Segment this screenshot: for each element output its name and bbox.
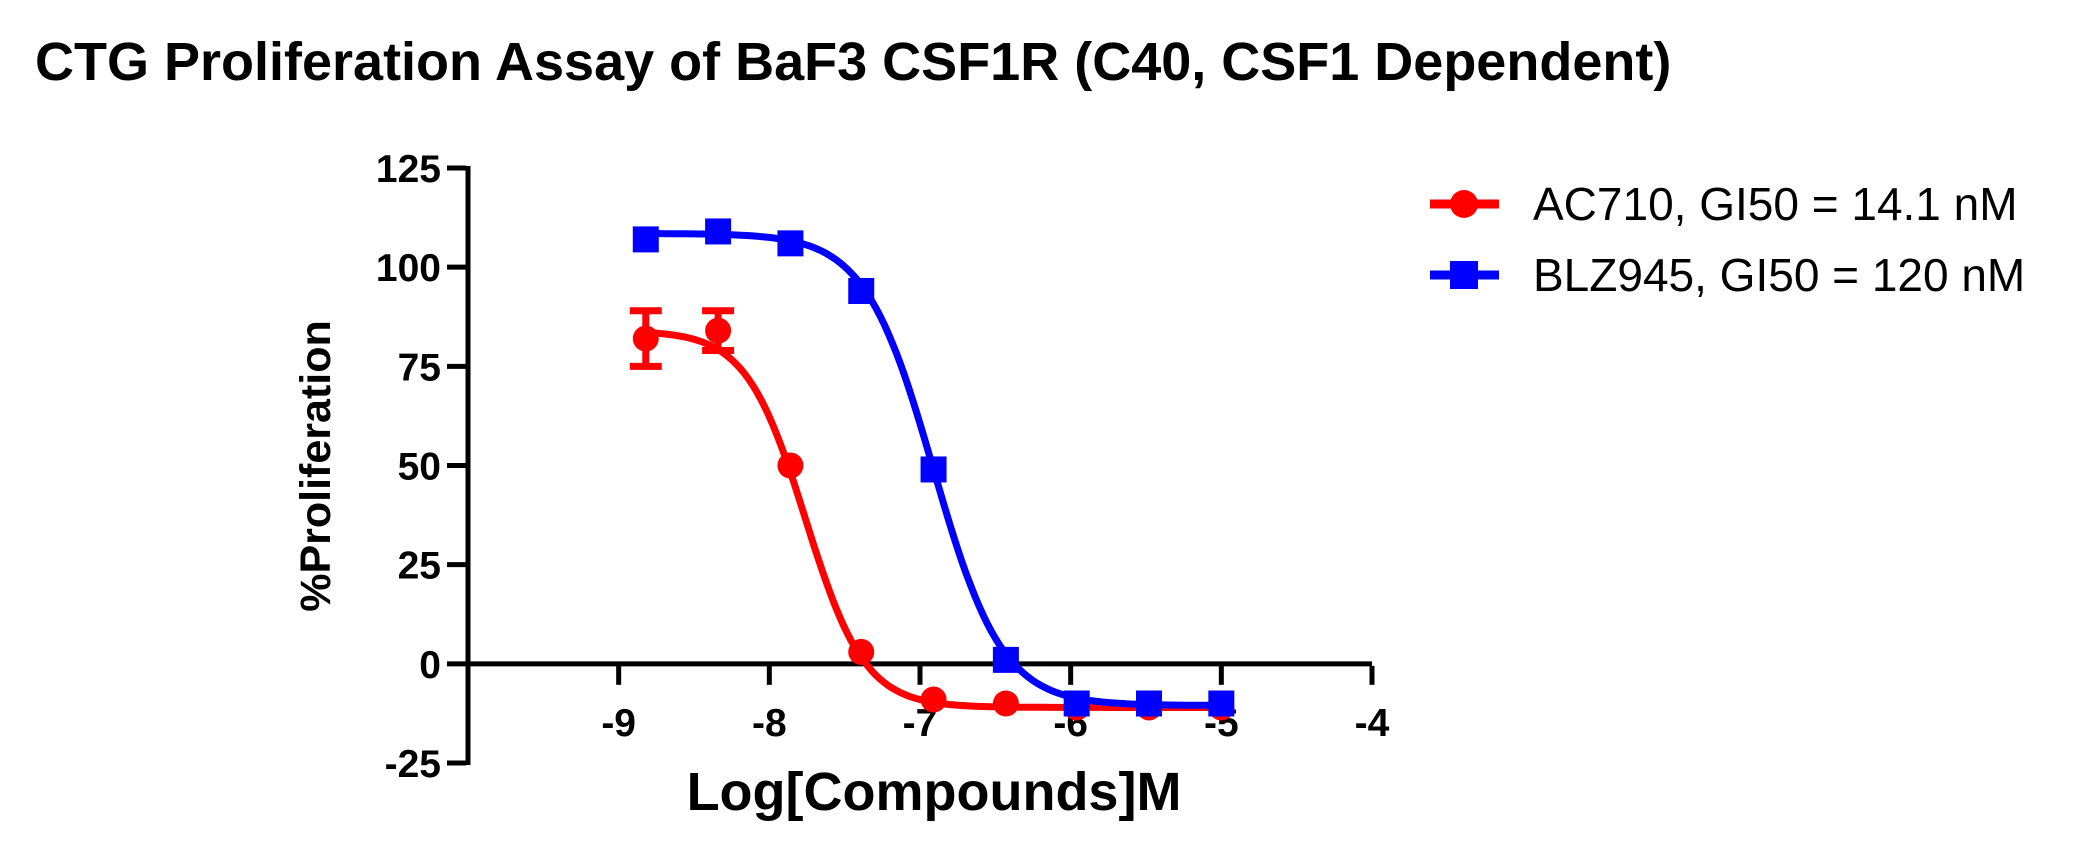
data-point-square [920, 456, 947, 483]
data-point-circle [632, 325, 659, 352]
data-series [629, 218, 1235, 721]
series-ac710 [629, 307, 1235, 721]
legend-item-ac710: AC710, GI50 = 14.1 nM [1430, 178, 2018, 230]
data-point-square [632, 226, 659, 253]
legend-label-ac710: AC710, GI50 = 14.1 nM [1533, 178, 2018, 230]
y-tick-label: -25 [385, 743, 441, 786]
x-tick-label: -9 [601, 702, 636, 745]
data-point-square [992, 646, 1019, 673]
y-tick-label: 0 [419, 644, 441, 687]
data-point-square [1208, 690, 1235, 717]
data-point-square [1136, 690, 1163, 717]
legend-square-marker-icon [1450, 261, 1478, 289]
data-point-circle [848, 638, 875, 665]
data-point-circle [777, 452, 804, 479]
data-point-square [1063, 690, 1090, 717]
chart-title: CTG Proliferation Assay of BaF3 CSF1R (C… [35, 32, 1671, 92]
x-axis-label: Log[Compounds]M [687, 762, 1182, 822]
series-blz945 [632, 218, 1235, 717]
y-tick-label: 50 [398, 446, 441, 489]
legend-circle-marker-icon [1450, 190, 1478, 218]
legend-item-blz945: BLZ945, GI50 = 120 nM [1430, 249, 2025, 301]
x-tick-label: -8 [752, 702, 787, 745]
fit-curve-ac710 [642, 328, 1225, 711]
y-axis-label: %Proliferation [292, 320, 340, 612]
legend: AC710, GI50 = 14.1 nM BLZ945, GI50 = 120… [1430, 178, 2025, 301]
data-point-circle [705, 317, 732, 344]
y-tick-label: 100 [376, 247, 441, 290]
data-point-circle [920, 686, 947, 713]
y-tick-label: 25 [398, 545, 441, 588]
data-point-square [848, 277, 875, 304]
data-point-square [777, 230, 804, 257]
y-tick-label: 125 [376, 148, 441, 191]
data-point-square [705, 218, 732, 245]
data-point-circle [992, 690, 1019, 717]
y-tick-label: 75 [398, 346, 441, 389]
legend-label-blz945: BLZ945, GI50 = 120 nM [1533, 249, 2025, 301]
x-tick-label: -4 [1355, 702, 1390, 745]
